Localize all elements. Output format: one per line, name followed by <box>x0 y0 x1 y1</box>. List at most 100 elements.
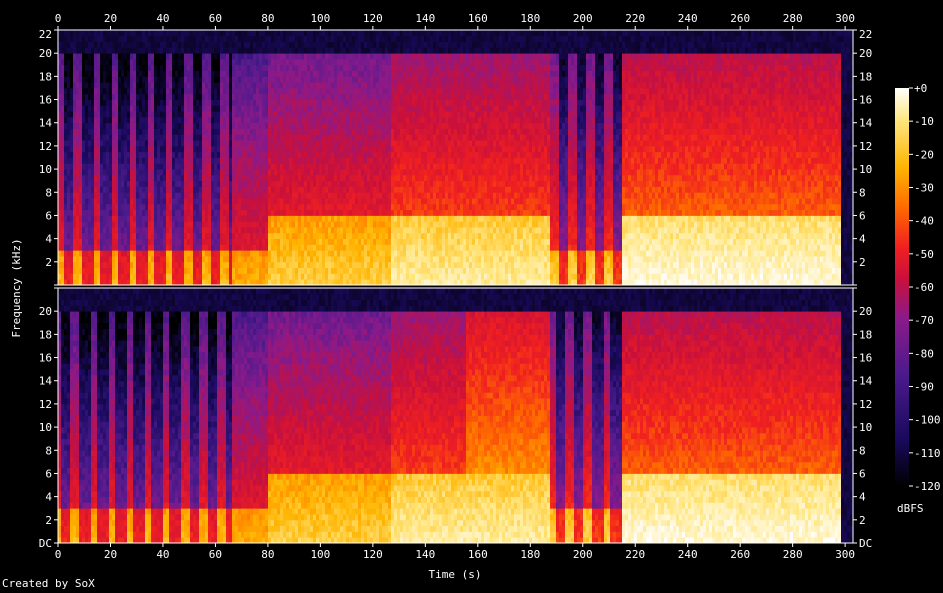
spectrogram-cell <box>94 123 97 129</box>
spectrogram-cell <box>256 221 259 227</box>
spectrogram-cell <box>211 59 214 65</box>
spectrogram-cell <box>85 123 88 129</box>
spectrogram-cell <box>235 76 238 82</box>
spectrogram-cell <box>331 47 334 53</box>
spectrogram-cell <box>175 152 178 158</box>
spectrogram-cell <box>370 134 373 140</box>
spectrogram-cell <box>310 273 313 279</box>
spectrogram-cell <box>271 273 274 279</box>
spectrogram-cell <box>115 169 118 175</box>
spectrogram-cell <box>328 256 331 262</box>
spectrogram-cell <box>274 192 277 198</box>
spectrogram-cell <box>238 129 241 135</box>
spectrogram-cell <box>184 30 187 36</box>
spectrogram-cell <box>370 239 373 245</box>
spectrogram-cell <box>370 71 373 77</box>
spectrogram-cell <box>334 30 337 36</box>
spectrogram-cell <box>70 94 73 100</box>
spectrogram-cell <box>376 76 379 82</box>
spectrogram-cell <box>130 100 133 106</box>
spectrogram-cell <box>244 82 247 88</box>
spectrogram-cell <box>388 210 391 216</box>
spectrogram-cell <box>331 169 334 175</box>
spectrogram-cell <box>106 210 109 216</box>
spectrogram-cell <box>88 181 91 187</box>
spectrogram-cell <box>79 250 82 256</box>
spectrogram-cell <box>223 244 226 250</box>
spectrogram-cell <box>115 163 118 169</box>
spectrogram-cell <box>106 53 109 59</box>
spectrogram-cell <box>349 262 352 268</box>
spectrogram-cell <box>268 215 271 221</box>
spectrogram-cell <box>112 204 115 210</box>
spectrogram-cell <box>325 169 328 175</box>
spectrogram-cell <box>274 262 277 268</box>
spectrogram-cell <box>163 192 166 198</box>
spectrogram-cell <box>64 239 67 245</box>
spectrogram-cell <box>85 268 88 274</box>
spectrogram-cell <box>262 82 265 88</box>
spectrogram-cell <box>241 152 244 158</box>
spectrogram-cell <box>64 175 67 181</box>
spectrogram-cell <box>382 186 385 192</box>
spectrogram-cell <box>301 94 304 100</box>
spectrogram-cell <box>358 227 361 233</box>
spectrogram-cell <box>268 233 271 239</box>
spectrogram-cell <box>394 244 397 250</box>
spectrogram-cell <box>58 221 61 227</box>
spectrogram-cell <box>223 146 226 152</box>
spectrogram-cell <box>160 262 163 268</box>
spectrogram-cell <box>154 250 157 256</box>
spectrogram-cell <box>337 192 340 198</box>
spectrogram-cell <box>187 47 190 53</box>
spectrogram-cell <box>397 186 400 192</box>
spectrogram-cell <box>382 192 385 198</box>
spectrogram-cell <box>217 152 220 158</box>
spectrogram-cell <box>124 71 127 77</box>
spectrogram-cell <box>100 244 103 250</box>
spectrogram-cell <box>184 279 187 285</box>
spectrogram-cell <box>247 262 250 268</box>
spectrogram-cell <box>67 71 70 77</box>
spectrogram-cell <box>148 158 151 164</box>
spectrogram-cell <box>295 210 298 216</box>
spectrogram-cell <box>187 233 190 239</box>
spectrogram-cell <box>241 163 244 169</box>
spectrogram-cell <box>283 256 286 262</box>
spectrogram-cell <box>196 204 199 210</box>
spectrogram-cell <box>58 233 61 239</box>
spectrogram-cell <box>184 82 187 88</box>
spectrogram-cell <box>163 215 166 221</box>
spectrogram-cell <box>208 192 211 198</box>
spectrogram-cell <box>307 273 310 279</box>
spectrogram-cell <box>208 163 211 169</box>
spectrogram-cell <box>367 94 370 100</box>
spectrogram-cell <box>238 181 241 187</box>
spectrogram-cell <box>268 210 271 216</box>
spectrogram-cell <box>223 111 226 117</box>
spectrogram-cell <box>391 204 394 210</box>
spectrogram-cell <box>64 262 67 268</box>
spectrogram-cell <box>160 227 163 233</box>
spectrogram-cell <box>136 204 139 210</box>
spectrogram-cell <box>364 59 367 65</box>
spectrogram-cell <box>292 158 295 164</box>
spectrogram-cell <box>70 192 73 198</box>
spectrogram-cell <box>163 82 166 88</box>
spectrogram-cell <box>265 262 268 268</box>
spectrogram-cell <box>373 256 376 262</box>
spectrogram-cell <box>280 221 283 227</box>
spectrogram-cell <box>223 36 226 42</box>
spectrogram-cell <box>265 221 268 227</box>
spectrogram-cell <box>331 42 334 48</box>
spectrogram-cell <box>142 82 145 88</box>
spectrogram-cell <box>328 71 331 77</box>
spectrogram-cell <box>121 175 124 181</box>
spectrogram-cell <box>361 239 364 245</box>
spectrogram-cell <box>274 88 277 94</box>
spectrogram-cell <box>388 42 391 48</box>
spectrogram-cell <box>388 76 391 82</box>
spectrogram-cell <box>208 215 211 221</box>
spectrogram-cell <box>250 100 253 106</box>
spectrogram-cell <box>328 279 331 285</box>
